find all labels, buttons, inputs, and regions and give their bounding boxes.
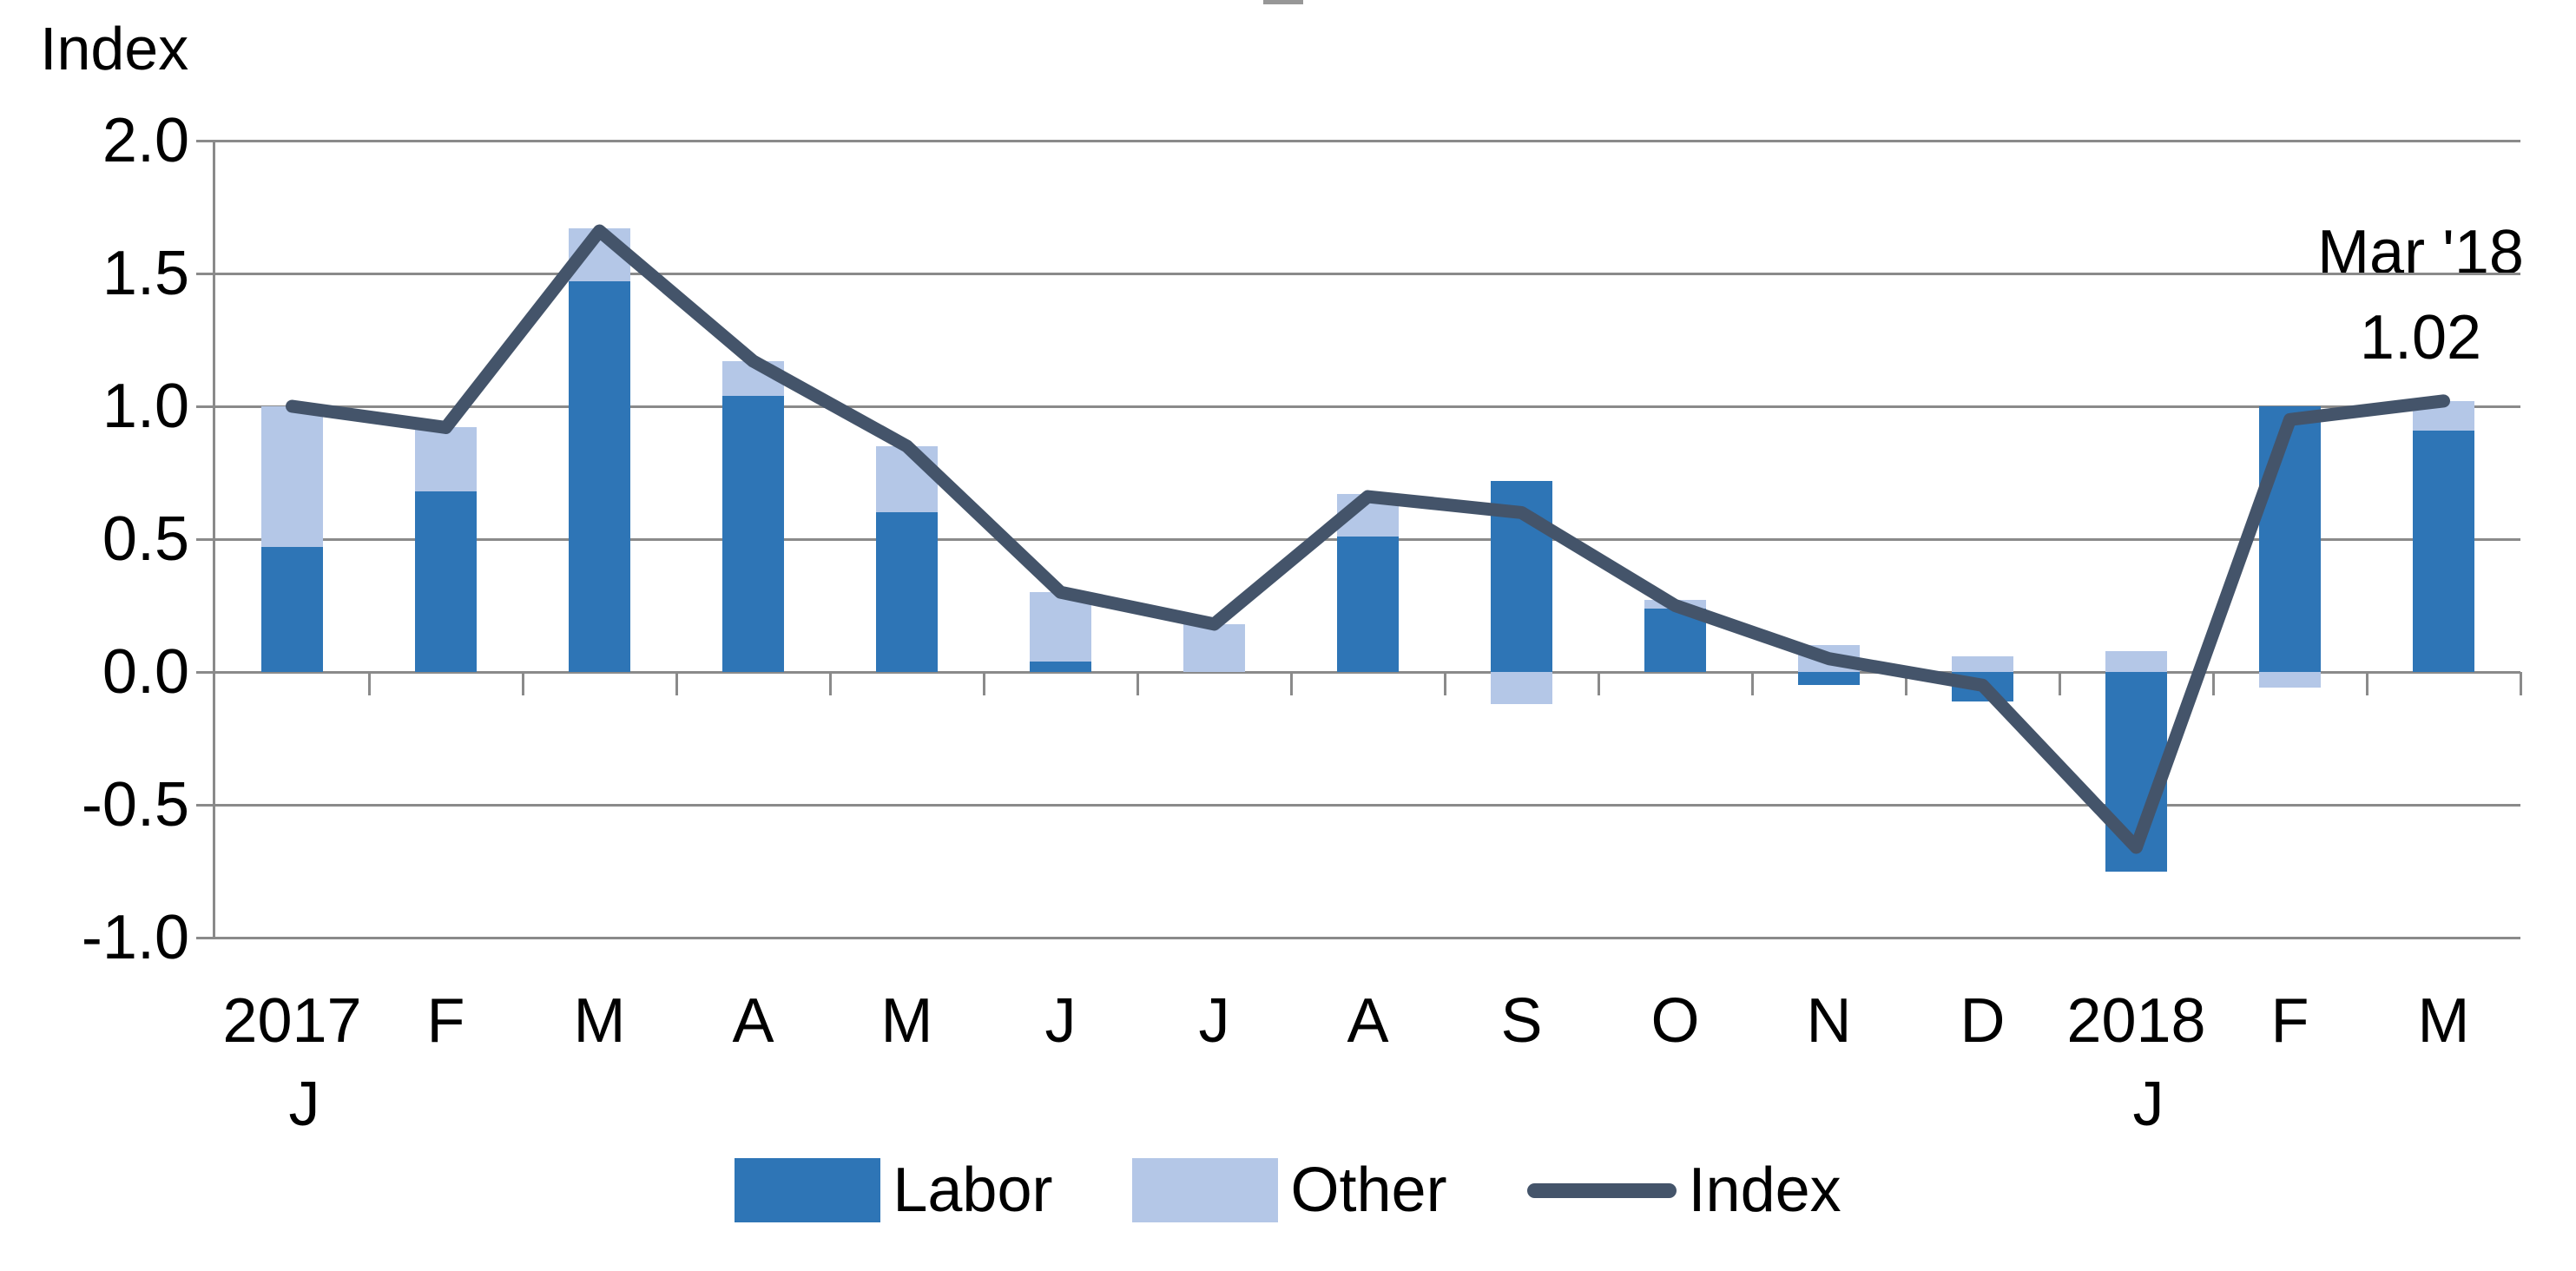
bar-labor (261, 547, 323, 672)
bar-labor (1798, 672, 1860, 686)
x-axis-label: M (573, 986, 626, 1056)
y-axis-label: 0.5 (102, 504, 189, 574)
x-axis-label: F (426, 986, 465, 1056)
data-label-annotation: Mar '18 1.02 (2282, 210, 2560, 380)
annotation-month: Mar '18 (2317, 218, 2524, 287)
y-axis-tick (196, 936, 215, 939)
x-axis-tick (2365, 672, 2368, 695)
gridline (215, 272, 2520, 275)
y-axis-label: -0.5 (81, 770, 189, 840)
cropped-title-artifact (1263, 0, 1303, 4)
y-axis-tick (196, 139, 215, 142)
x-axis-tick (675, 672, 678, 695)
y-axis-tick (196, 537, 215, 541)
x-axis-label: 2018 (2066, 986, 2206, 1056)
x-axis-tick (982, 672, 985, 695)
x-axis-label: A (732, 986, 774, 1056)
bar-labor (1030, 661, 1091, 672)
y-axis-label: 2.0 (102, 106, 189, 175)
index-line (286, 224, 2450, 854)
gridline (215, 139, 2520, 142)
legend-line-swatch (1526, 1182, 1677, 1198)
x-axis-label-row2: J (2132, 1070, 2164, 1139)
x-axis-tick (1136, 672, 1139, 695)
y-axis-tick (196, 670, 215, 674)
legend-label: Labor (893, 1156, 1053, 1225)
x-axis-label: F (2270, 986, 2309, 1056)
annotation-value: 1.02 (2359, 303, 2482, 372)
bar-labor (722, 395, 784, 672)
x-axis-tick (1597, 672, 1600, 695)
x-axis-label-row2: J (288, 1070, 320, 1139)
legend-color-swatch (1132, 1158, 1279, 1222)
legend-item-index: Index (1526, 1155, 1841, 1226)
bar-labor (876, 512, 938, 672)
x-axis-label: D (1960, 986, 2006, 1056)
x-axis-tick (828, 672, 832, 695)
bar-labor (569, 281, 630, 672)
x-axis-label: M (2417, 986, 2470, 1056)
bar-labor (1337, 536, 1399, 672)
legend-label: Index (1688, 1156, 1841, 1225)
legend-color-swatch (735, 1158, 881, 1222)
x-axis-label: J (1198, 986, 1230, 1056)
x-axis-label: M (880, 986, 933, 1056)
legend-item-other: Other (1132, 1155, 1447, 1226)
x-axis-label: 2017 (222, 986, 362, 1056)
x-axis-label: S (1500, 986, 1543, 1056)
bar-other (2259, 672, 2321, 688)
bar-labor (415, 491, 477, 672)
bar-labor (2259, 406, 2321, 672)
bar-other (415, 427, 477, 491)
y-axis-title: Index (40, 15, 189, 82)
x-axis-tick (1289, 672, 1293, 695)
y-axis-line (213, 141, 215, 939)
x-axis-tick (367, 672, 371, 695)
gridline (215, 405, 2520, 408)
gridline (215, 670, 2520, 674)
bar-other (2105, 650, 2167, 672)
x-axis-label: N (1806, 986, 1852, 1056)
bar-other (261, 406, 323, 548)
y-axis-label: 1.5 (102, 239, 189, 308)
y-axis-tick (196, 405, 215, 408)
y-axis-label: 0.0 (102, 637, 189, 707)
y-axis-tick (196, 803, 215, 807)
bar-other (1183, 623, 1245, 672)
legend: Labor Other Index (0, 1155, 2576, 1226)
bar-other (1952, 655, 2013, 672)
x-axis-tick (2058, 672, 2061, 695)
y-axis-tick (196, 272, 215, 275)
legend-item-labor: Labor (735, 1155, 1052, 1226)
gridline (215, 936, 2520, 939)
x-axis-label: J (1044, 986, 1077, 1056)
bar-other (1491, 672, 1552, 704)
x-axis-label: A (1347, 986, 1389, 1056)
x-axis-label: O (1650, 986, 1700, 1056)
bar-labor (2413, 430, 2474, 672)
gridline (215, 803, 2520, 807)
x-axis-tick (1904, 672, 1907, 695)
legend-label: Other (1290, 1156, 1447, 1225)
x-axis-tick (2519, 672, 2522, 695)
x-axis-tick (2211, 672, 2215, 695)
x-axis-tick (521, 672, 524, 695)
y-axis-label: -1.0 (81, 903, 189, 972)
x-axis-tick (1443, 672, 1446, 695)
y-axis-label: 1.0 (102, 372, 189, 441)
x-axis-tick (1750, 672, 1754, 695)
bar-other (1030, 592, 1091, 662)
